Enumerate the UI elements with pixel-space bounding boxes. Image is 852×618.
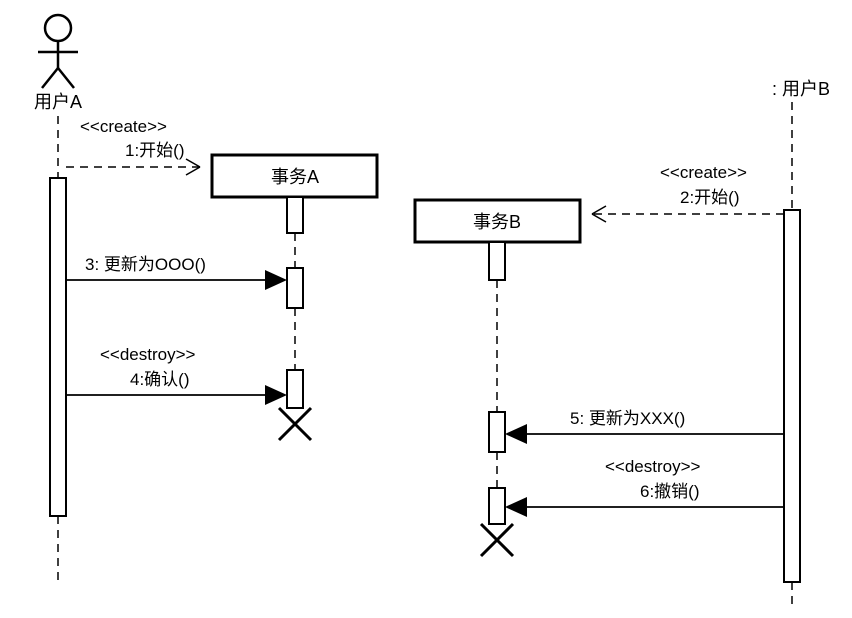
message-6-destroy: 6:撤销()	[505, 482, 784, 517]
message-2-create: 2:开始()	[592, 188, 784, 222]
activation-user-a	[50, 178, 66, 516]
destroy-marker-b	[481, 524, 513, 556]
message-4-destroy: 4:确认()	[66, 370, 287, 405]
message-1-label: 1:开始()	[125, 141, 185, 160]
activation-user-b	[784, 210, 800, 582]
destroy-marker-a	[279, 408, 311, 440]
actor-user-a-label: 用户A	[34, 92, 82, 112]
message-1-create: 1:开始()	[66, 141, 200, 175]
message-3-label: 3: 更新为OOO()	[85, 255, 206, 274]
message-5: 5: 更新为XXX()	[505, 409, 784, 444]
actor-user-a: 用户A	[34, 15, 82, 580]
message-4-label: 4:确认()	[130, 370, 190, 389]
destroy-tag-b: <<destroy>>	[605, 457, 701, 476]
sequence-diagram: 用户A : 用户B 事务A	[0, 0, 852, 618]
object-transaction-a-label: 事务A	[271, 167, 319, 187]
object-transaction-b: 事务B	[415, 200, 580, 556]
destroy-tag-a: <<destroy>>	[100, 345, 196, 364]
create-tag-a: <<create>>	[80, 117, 167, 136]
message-6-label: 6:撤销()	[640, 482, 700, 501]
actor-user-b-label: : 用户B	[772, 79, 830, 99]
object-transaction-b-label: 事务B	[473, 212, 521, 232]
message-3: 3: 更新为OOO()	[66, 255, 287, 290]
actor-user-b: : 用户B	[772, 79, 830, 610]
message-2-label: 2:开始()	[680, 188, 740, 207]
object-transaction-a: 事务A	[212, 155, 377, 440]
create-tag-b: <<create>>	[660, 163, 747, 182]
message-5-label: 5: 更新为XXX()	[570, 409, 685, 428]
